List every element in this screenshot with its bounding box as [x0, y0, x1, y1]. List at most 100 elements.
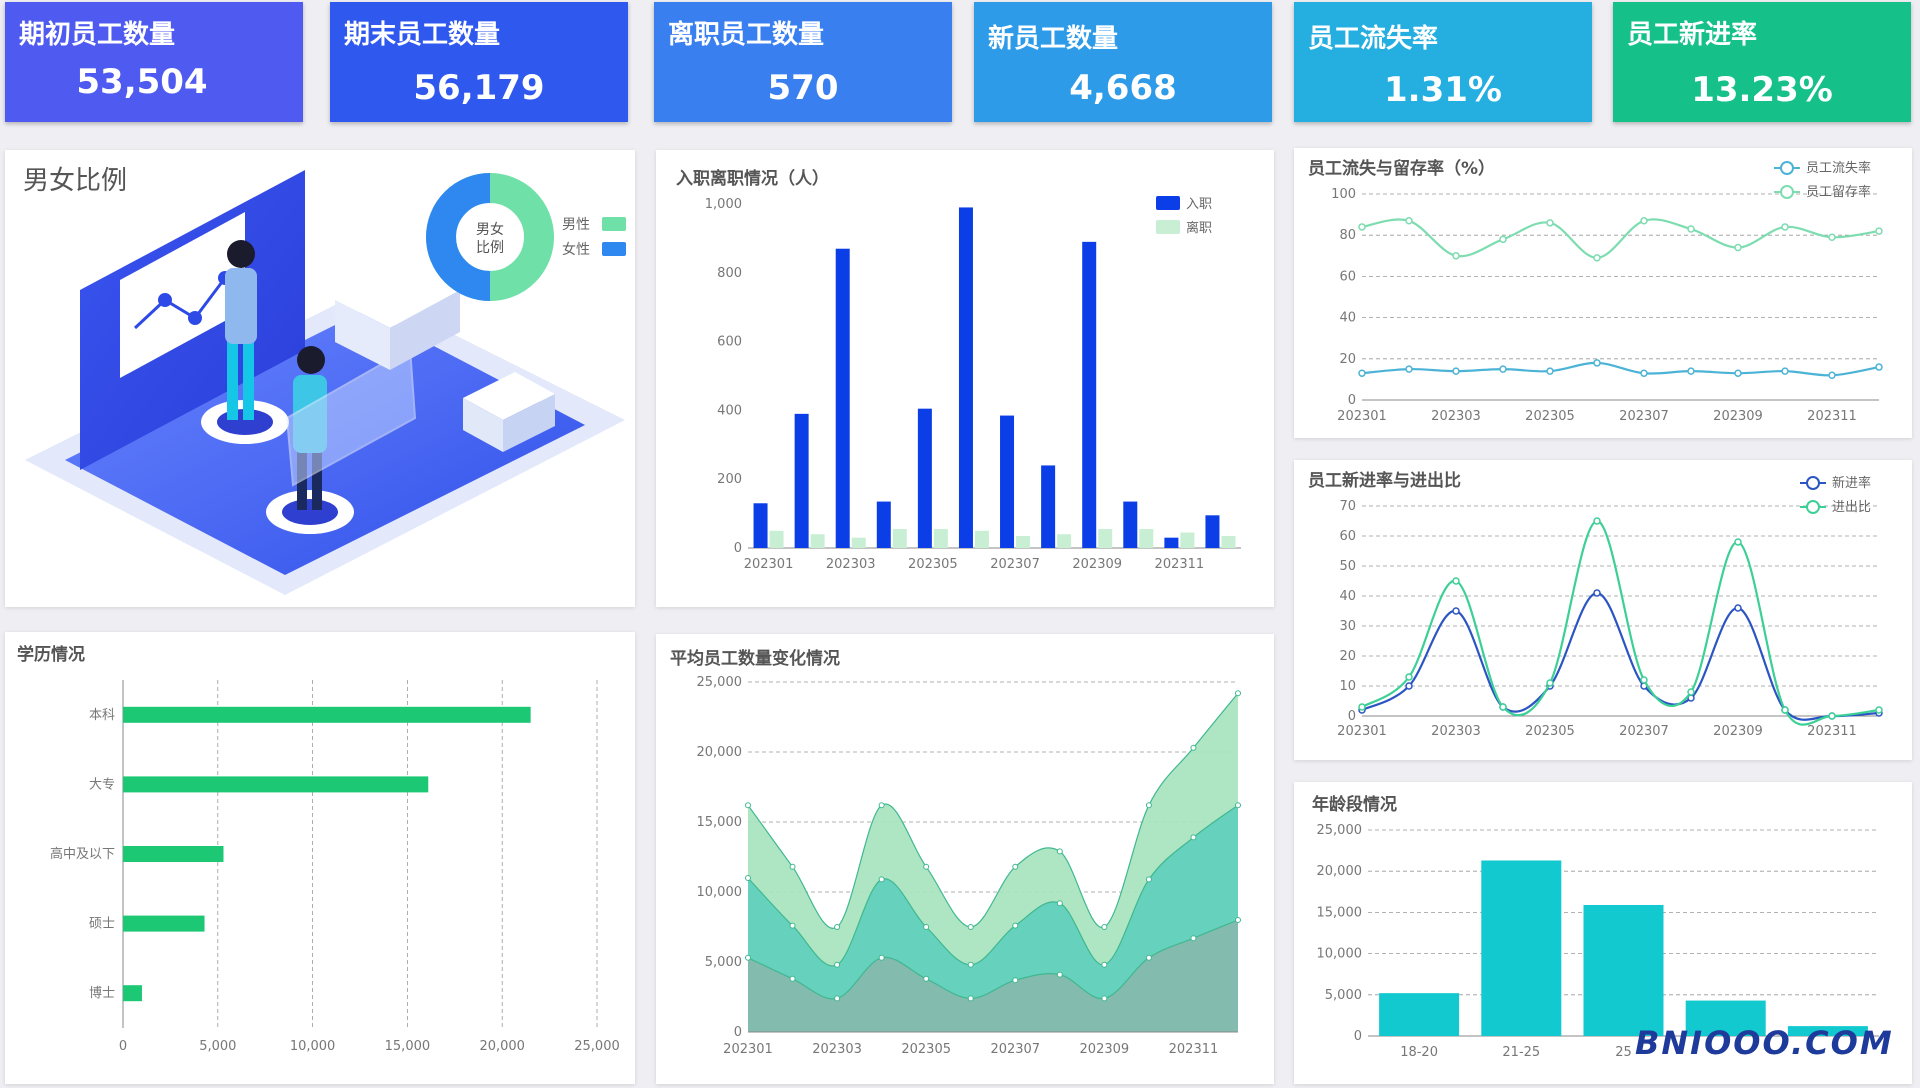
bar-hire: [1000, 415, 1015, 548]
kpi-value: 13.23%: [1691, 70, 1833, 110]
legend-label: 女性: [562, 242, 590, 258]
kpi-title: 员工新进率: [1627, 20, 1758, 50]
bar-education: [123, 846, 224, 862]
series-point: [1405, 217, 1413, 225]
series-point: [1546, 219, 1554, 227]
area-point: [1190, 935, 1197, 942]
x-tick-label: 202311: [1155, 557, 1205, 572]
gender-donut: 男女 比例: [426, 173, 554, 301]
kpi-title: 新员工数量: [988, 24, 1119, 54]
kpi-title: 期末员工数量: [344, 20, 501, 50]
y-tick-label: 10: [1339, 679, 1356, 694]
series-point: [1405, 673, 1413, 681]
area-point: [1056, 900, 1063, 907]
y-tick-label: 30: [1339, 619, 1356, 634]
avg-headcount-chart: 平均员工数量变化情况 0 5,000 10,000 15,000 20,000 25,000…: [670, 648, 1241, 1057]
x-tick-label: 202303: [1431, 724, 1481, 739]
x-tick-label: 10,000: [290, 1039, 336, 1054]
y-tick-label: 20: [1339, 352, 1356, 367]
age-chart: 年龄段情况 0 5,000 10,000 15,000 20,000 25,000 18-20…: [1312, 794, 1879, 1060]
series-point: [1875, 363, 1883, 371]
newhire-ratio-panel: 员工新进率与进出比 0 10 20 30 40 50 60 70 新进率 进出比 202301 2023…: [1294, 460, 1912, 760]
x-tick-label: 202309: [1080, 1042, 1130, 1057]
series-point: [1358, 223, 1366, 231]
area-point: [789, 922, 796, 929]
donut-female-slice: [426, 173, 491, 301]
x-tick-label: 202311: [1807, 409, 1857, 424]
series-point: [1358, 369, 1366, 377]
x-tick-label: 202307: [1619, 724, 1669, 739]
bar-hire: [917, 408, 932, 548]
legend-label: 员工留存率: [1806, 184, 1871, 200]
area-point: [1235, 802, 1241, 809]
legend-swatch: [602, 242, 627, 256]
series-point: [1875, 706, 1883, 714]
y-tick-label: 博士: [89, 986, 115, 1001]
area-point: [1012, 863, 1019, 870]
x-tick-label: 202301: [1337, 409, 1387, 424]
area-point: [745, 875, 751, 881]
x-tick-label: 202305: [1525, 409, 1575, 424]
bar-education: [123, 985, 142, 1002]
y-tick-label: 40: [1339, 589, 1356, 604]
watermark: BNIOOO.COM: [1635, 1024, 1894, 1062]
series-point: [1828, 371, 1836, 380]
area-fill: [748, 920, 1238, 1032]
series-point: [1405, 365, 1413, 373]
series-point: [1687, 688, 1695, 696]
series-line: [1361, 218, 1880, 259]
x-tick-label: 202309: [1072, 557, 1122, 572]
area-point: [1056, 848, 1063, 855]
series-point: [1640, 676, 1648, 684]
area-point: [1145, 954, 1152, 961]
gender-panel: 男女比例: [5, 150, 635, 607]
legend-item-female: 女性: [562, 239, 627, 264]
area-point: [789, 975, 796, 982]
area-point: [1056, 971, 1063, 978]
x-tick-label: 202305: [1525, 724, 1575, 739]
series-point: [1405, 682, 1413, 690]
bar-leave: [1221, 535, 1236, 548]
area-point: [1101, 995, 1108, 1002]
bar-hire: [958, 207, 973, 548]
donut-center-line2: 比例: [476, 240, 504, 256]
x-tick-label: 5,000: [199, 1039, 236, 1054]
x-tick-label: 202309: [1713, 409, 1763, 424]
bar-leave: [1016, 535, 1031, 548]
bar-education: [123, 706, 531, 723]
education-chart: 学历情况 0 5,000 10,000 15,000 20,000 25,000 本科大专高中…: [17, 644, 620, 1054]
bar-age: [1787, 1026, 1868, 1036]
chart-title: 员工流失与留存率（%）: [1308, 158, 1495, 179]
y-tick-label: 0: [734, 1025, 742, 1040]
area-point: [834, 961, 841, 968]
legend-label: 男性: [562, 217, 590, 233]
y-tick-label: 15,000: [697, 815, 743, 830]
bar-age: [1481, 860, 1562, 1036]
series-point: [1452, 367, 1460, 375]
series-point: [1734, 604, 1742, 612]
kpi-value: 56,179: [413, 68, 545, 108]
series-point: [1593, 254, 1601, 262]
y-tick-label: 100: [1331, 187, 1356, 202]
bar-hire: [1123, 501, 1138, 548]
bar-hire: [794, 413, 809, 548]
x-tick-label: 202301: [723, 1042, 773, 1057]
legend-label: 进出比: [1832, 500, 1871, 515]
bar-age: [1583, 904, 1664, 1036]
donut-center-line1: 男女: [476, 221, 504, 238]
area-point: [967, 995, 974, 1002]
area-point: [1101, 924, 1108, 930]
series-point: [1546, 679, 1554, 687]
y-tick-label: 800: [717, 266, 742, 281]
area-point: [1012, 922, 1019, 929]
bar-leave: [1180, 532, 1195, 548]
gender-legend: 男性 女性: [562, 214, 627, 264]
bar-age: [1379, 993, 1460, 1036]
series-point: [1452, 252, 1460, 260]
bar-education: [123, 776, 429, 793]
series-point: [1875, 227, 1883, 235]
legend-marker: [1806, 476, 1820, 490]
series-line: [1361, 519, 1880, 726]
y-tick-label: 20,000: [697, 745, 743, 760]
